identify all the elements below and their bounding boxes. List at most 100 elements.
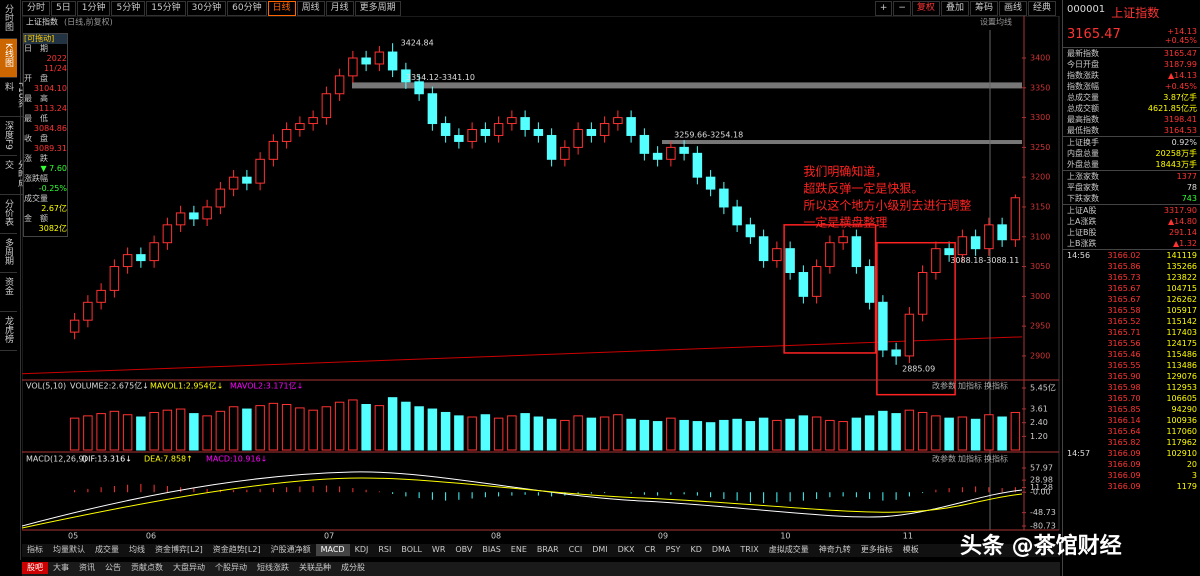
trade-price: 3166.09 (1107, 460, 1141, 469)
stat-label: 总成交量 (1067, 93, 1099, 102)
indicator-tab[interactable]: MACD (315, 544, 350, 556)
tool-button[interactable]: 筹码 (969, 1, 998, 16)
indicator-tab[interactable]: 神奇九转 (818, 545, 851, 554)
bottom-tab[interactable]: 大事 (53, 563, 69, 572)
indicator-tab[interactable]: 沪股通净额 (270, 545, 311, 554)
indicator-tab[interactable]: BRAR (536, 545, 559, 554)
side-tab[interactable]: 深度F9 (0, 117, 17, 156)
candle-body (772, 248, 782, 262)
period-tab[interactable]: 60分钟 (227, 1, 267, 16)
candle-body (520, 117, 530, 131)
volume-bar (374, 405, 385, 451)
y-tick-label: 3350 (1030, 83, 1050, 92)
highlight-box (783, 224, 877, 354)
bottom-tab[interactable]: 股吧 (22, 562, 48, 574)
info-value: 2022 (46, 54, 67, 63)
indicator-tab[interactable]: 更多指标 (860, 545, 893, 554)
period-tab[interactable]: 5日 (51, 1, 76, 16)
period-tab[interactable]: 日线 (267, 1, 296, 16)
indicator-tab[interactable]: TRIX (740, 545, 759, 554)
candle-body (679, 146, 689, 154)
bottom-tab[interactable]: 短线涨跌 (257, 563, 289, 572)
quote-header: 000001 上证指数 (1063, 0, 1200, 25)
trade-volume: 105917 (1166, 306, 1197, 315)
indicator-tab[interactable]: CCI (568, 545, 583, 554)
indicator-tab[interactable]: 资金趋势[L2] (212, 545, 261, 554)
side-tab[interactable]: 分时图 (0, 0, 17, 39)
macd-header: MACD(12,26,9) (26, 455, 87, 464)
trade-row: 3165.71 117403 (1063, 327, 1200, 338)
side-tab[interactable]: 龙虎榜 (0, 312, 17, 351)
y-tick-label: 3200 (1030, 173, 1050, 182)
indicator-tab[interactable]: PSY (665, 545, 681, 554)
indicator-tab[interactable]: 均线 (129, 545, 145, 554)
bottom-tab[interactable]: 大盘异动 (173, 563, 205, 572)
tool-button[interactable]: 复权 (911, 1, 940, 16)
tool-button[interactable]: 经典 (1027, 1, 1056, 16)
stat-row: 上证A股 3317.90 (1063, 204, 1200, 216)
bottom-tab[interactable]: 公告 (105, 563, 121, 572)
volume-bar (440, 411, 451, 451)
tool-button[interactable]: 画线 (998, 1, 1027, 16)
side-tab[interactable]: 资金 (0, 273, 17, 312)
period-tab[interactable]: 月线 (325, 1, 354, 16)
volume-bar (1010, 411, 1021, 451)
bottom-tab[interactable]: 贡献点数 (131, 563, 163, 572)
info-label: 日 期 (24, 44, 48, 53)
pane-button: 加指标 (958, 454, 982, 464)
tool-button[interactable]: + (874, 1, 893, 16)
stat-row: 总成交额 4621.85亿元 (1063, 103, 1200, 114)
y-tick-label: 3050 (1030, 262, 1050, 271)
tools: + − 复权 叠加 筹码 画线 经典 (874, 1, 1057, 16)
trade-volume: 102910 (1166, 449, 1197, 458)
indicator-tab[interactable]: 模板 (902, 545, 919, 554)
indicator-tab[interactable]: 均量默认 (53, 545, 85, 554)
trade-row: 3166.09 3 (1063, 470, 1200, 481)
bottom-tab[interactable]: 资讯 (79, 563, 95, 572)
indicator-tab[interactable]: 成交量 (95, 545, 119, 554)
indicator-tab[interactable]: ENE (510, 545, 527, 554)
indicator-tab[interactable]: OBV (455, 545, 473, 554)
indicator-tab[interactable]: KD (690, 545, 702, 554)
indicator-tab[interactable]: BIAS (482, 545, 501, 554)
bottom-tab[interactable]: 关联品种 (299, 563, 331, 572)
trade-row: 3165.55 113486 (1063, 360, 1200, 371)
trade-row: 3166.09 1179 (1063, 481, 1200, 492)
change: +14.13 +0.45% (1165, 27, 1197, 45)
indicator-tab[interactable]: DKX (617, 545, 635, 554)
period-tab[interactable]: 15分钟 (146, 1, 186, 16)
trade-price: 3165.71 (1107, 328, 1141, 337)
volume-bar (281, 403, 292, 451)
indicator-tab[interactable]: RSI (378, 545, 392, 554)
period-tab[interactable]: 分时 (22, 1, 51, 16)
indicator-tab[interactable]: 虚拟成交量 (768, 545, 809, 554)
side-tab[interactable]: 分价表 (0, 195, 17, 234)
period-tab[interactable]: 1分钟 (76, 1, 111, 16)
bottom-tab[interactable]: 个股异动 (215, 563, 247, 572)
candle-body (878, 301, 888, 351)
stat-value: 291.14 (1169, 228, 1197, 237)
indicator-tab[interactable]: 指标 (27, 545, 43, 554)
info-value: 3082亿 (38, 224, 67, 233)
period-tab[interactable]: 5分钟 (111, 1, 146, 16)
tool-button[interactable]: − (893, 1, 911, 16)
trade-row: 3165.85 94290 (1063, 404, 1200, 415)
indicator-tab[interactable]: DMI (592, 545, 608, 554)
period-tab[interactable]: 周线 (296, 1, 325, 16)
trade-price: 3165.90 (1107, 372, 1141, 381)
indicator-tab[interactable]: DMA (711, 545, 731, 554)
indicator-tab[interactable]: 资金博弈[L2] (155, 545, 203, 554)
indicator-tab[interactable]: KDJ (354, 545, 369, 554)
side-tab[interactable]: K线图 (0, 39, 17, 78)
side-tab[interactable]: F10资料 (0, 78, 30, 117)
tool-button[interactable]: 叠加 (940, 1, 969, 16)
period-tab[interactable]: 更多周期 (354, 1, 401, 16)
indicator-tab[interactable]: CR (644, 545, 656, 554)
indicator-tab[interactable]: WR (431, 545, 446, 554)
candle-body (387, 51, 398, 71)
side-tab[interactable]: 分时成交 (0, 156, 30, 195)
bottom-tab[interactable]: 成分股 (341, 563, 365, 572)
indicator-tab[interactable]: BOLL (401, 545, 422, 554)
period-tab[interactable]: 30分钟 (186, 1, 227, 16)
side-tab[interactable]: 多周期 (0, 234, 17, 273)
